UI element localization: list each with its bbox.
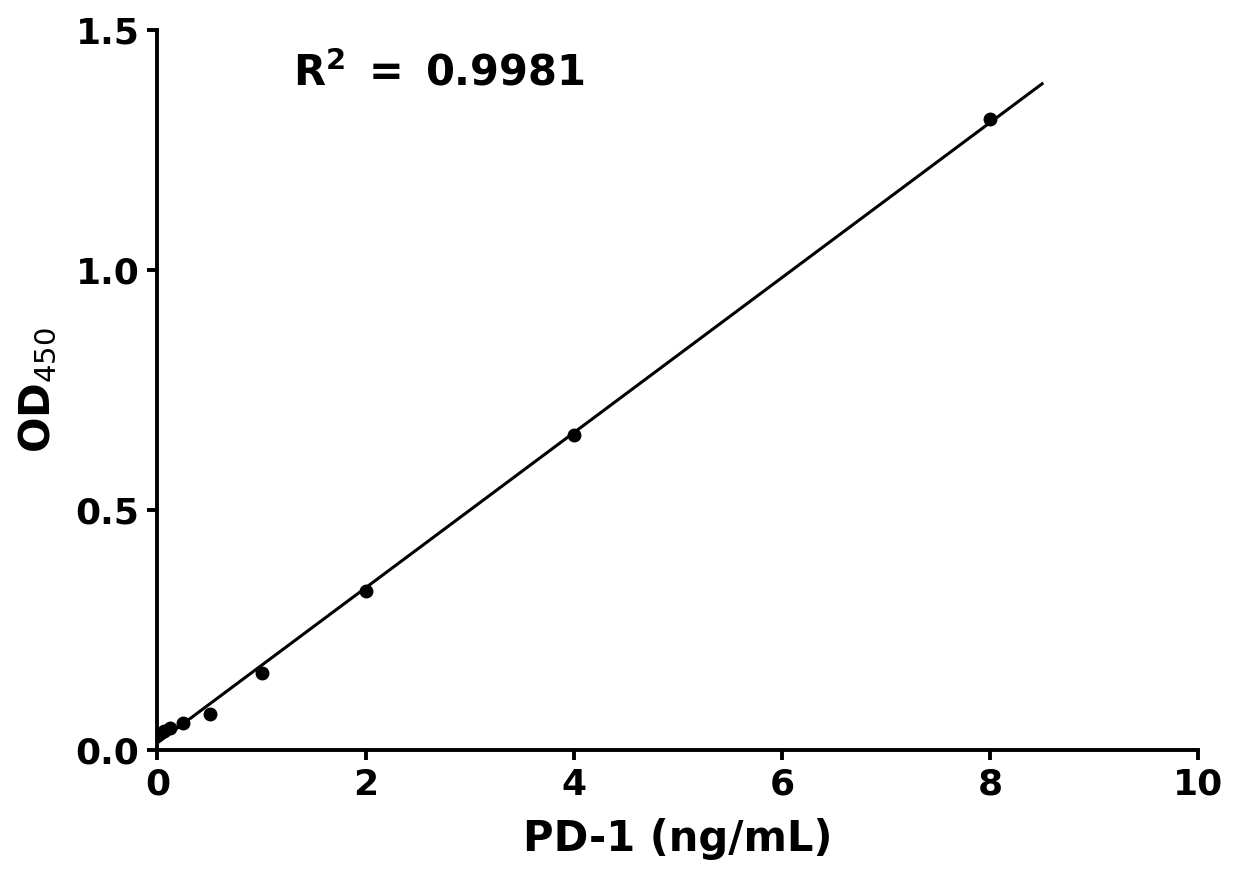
- Point: [160, 721, 180, 735]
- Point: [356, 584, 376, 598]
- Point: [252, 666, 272, 680]
- Point: [174, 717, 193, 731]
- X-axis label: PD-1 (ng/mL): PD-1 (ng/mL): [523, 818, 832, 860]
- Y-axis label: OD$_{450}$: OD$_{450}$: [16, 327, 58, 453]
- Text: $\mathbf{R^2\ =\ 0.9981}$: $\mathbf{R^2\ =\ 0.9981}$: [293, 52, 584, 94]
- Point: [980, 112, 999, 126]
- Point: [154, 724, 174, 738]
- Point: [148, 728, 167, 742]
- Point: [564, 429, 584, 443]
- Point: [200, 707, 219, 721]
